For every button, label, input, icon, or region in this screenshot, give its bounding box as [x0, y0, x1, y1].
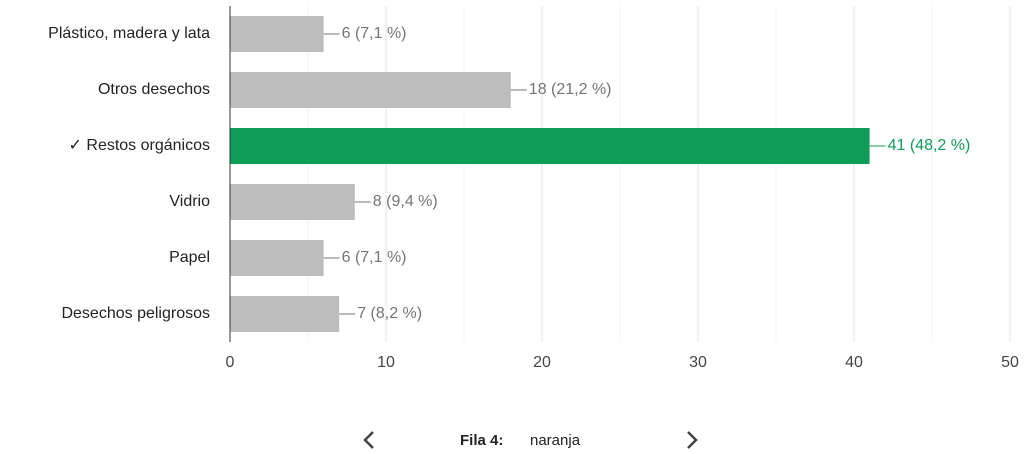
- bar: [230, 128, 870, 164]
- bar: [230, 72, 511, 108]
- bar: [230, 16, 324, 52]
- x-tick-label: 40: [845, 354, 863, 371]
- value-label: 41 (48,2 %): [888, 137, 971, 154]
- y-tick-label: Desechos peligrosos: [61, 305, 210, 322]
- next-arrow[interactable]: [687, 431, 698, 449]
- y-tick-label: Vidrio: [169, 193, 210, 210]
- x-tick-label: 50: [1001, 354, 1019, 371]
- bar: [230, 240, 324, 276]
- bar: [230, 184, 355, 220]
- value-label: 6 (7,1 %): [342, 249, 407, 266]
- value-label: 6 (7,1 %): [342, 25, 407, 42]
- value-label: 18 (21,2 %): [529, 81, 612, 98]
- y-tick-label: Plástico, madera y lata: [48, 25, 210, 42]
- x-tick-label: 0: [226, 354, 235, 371]
- y-tick-label: Otros desechos: [98, 81, 210, 98]
- y-tick-label: Papel: [169, 249, 210, 266]
- y-tick-label: ✓ Restos orgánicos: [69, 137, 210, 154]
- x-tick-label: 10: [377, 354, 395, 371]
- x-tick-label: 20: [533, 354, 551, 371]
- value-label: 7 (8,2 %): [357, 305, 422, 322]
- bar: [230, 296, 340, 332]
- prev-arrow[interactable]: [363, 431, 374, 449]
- x-tick-label: 30: [689, 354, 707, 371]
- pager: Fila 4: naranja: [363, 431, 698, 449]
- value-label: 8 (9,4 %): [373, 193, 438, 210]
- footer-value: naranja: [530, 432, 581, 449]
- footer-label: Fila 4:: [460, 432, 503, 449]
